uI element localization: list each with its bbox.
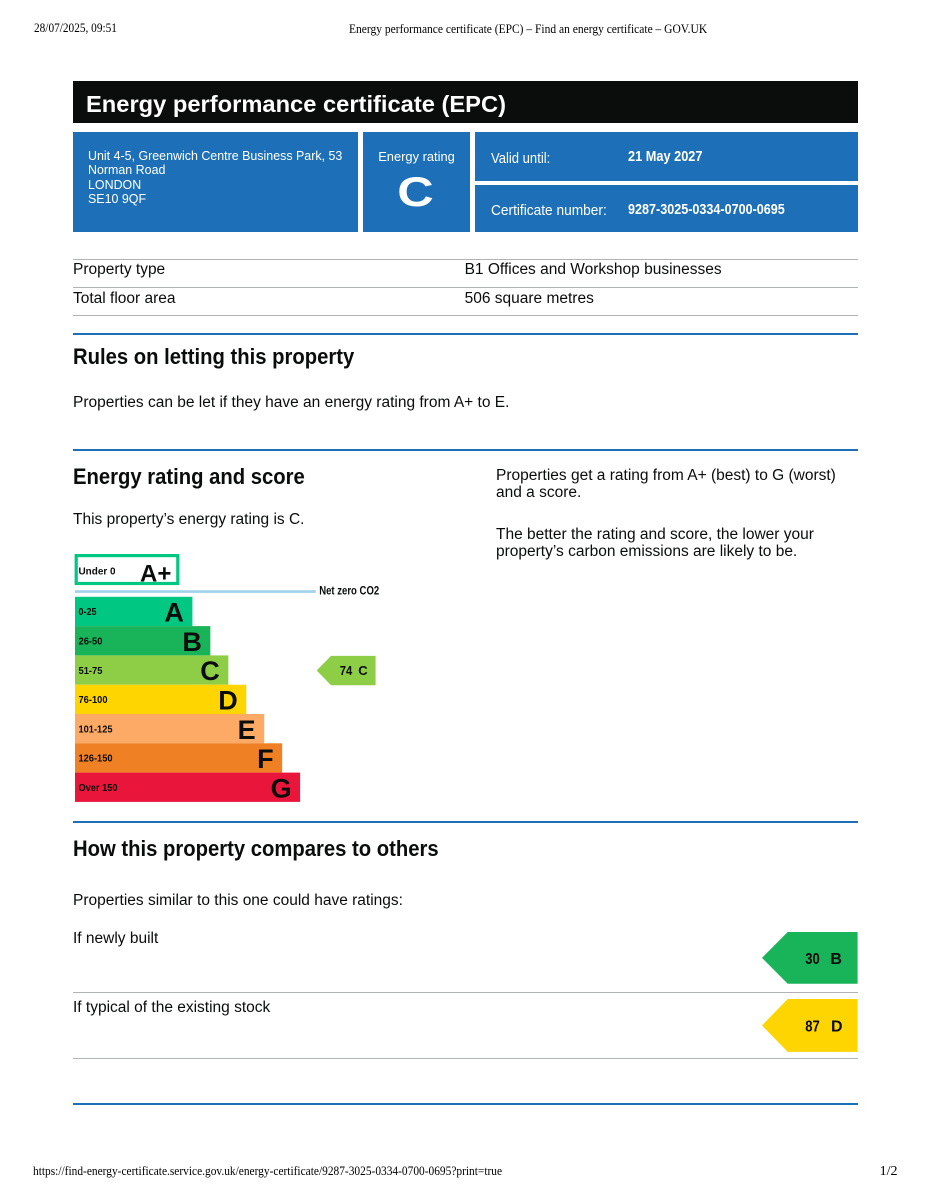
svg-text:126-150: 126-150: [79, 754, 113, 765]
svg-text:B: B: [182, 627, 202, 657]
svg-text:0-25: 0-25: [79, 607, 97, 618]
svg-text:Under 0: Under 0: [79, 567, 116, 578]
svg-text:30: 30: [806, 951, 821, 968]
svg-text:E: E: [238, 715, 256, 745]
svg-text:D: D: [218, 686, 238, 716]
svg-text:87: 87: [806, 1018, 821, 1035]
svg-text:C: C: [200, 656, 220, 686]
svg-text:D: D: [831, 1018, 843, 1035]
svg-text:101-125: 101-125: [79, 724, 113, 735]
svg-text:F: F: [257, 744, 274, 774]
svg-text:26-50: 26-50: [79, 637, 103, 648]
svg-text:A+: A+: [140, 561, 171, 588]
svg-text:B: B: [831, 951, 843, 968]
svg-text:74: 74: [340, 663, 353, 678]
svg-text:76-100: 76-100: [79, 695, 108, 706]
svg-text:Over 150: Over 150: [79, 783, 118, 794]
svg-text:C: C: [358, 663, 368, 678]
svg-text:G: G: [271, 773, 292, 803]
svg-text:A: A: [164, 598, 184, 628]
svg-text:51-75: 51-75: [79, 666, 103, 677]
svg-text:Net zero CO2: Net zero CO2: [319, 586, 379, 598]
